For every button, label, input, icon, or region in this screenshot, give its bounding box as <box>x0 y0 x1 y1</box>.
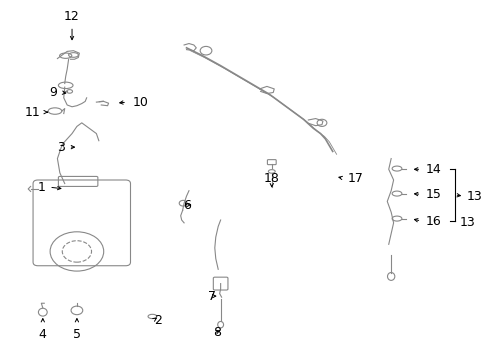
Text: 9: 9 <box>49 86 57 99</box>
Text: 14: 14 <box>425 163 441 176</box>
Text: 18: 18 <box>264 172 280 185</box>
Text: 3: 3 <box>57 141 65 154</box>
Text: 11: 11 <box>24 105 40 119</box>
Text: 2: 2 <box>154 314 162 327</box>
Text: 17: 17 <box>347 172 363 185</box>
Text: 10: 10 <box>133 96 149 109</box>
Text: 5: 5 <box>73 328 81 341</box>
Text: 7: 7 <box>208 289 216 303</box>
Text: 13: 13 <box>460 216 475 229</box>
Text: 6: 6 <box>184 198 192 212</box>
Text: 16: 16 <box>425 215 441 228</box>
Text: 1: 1 <box>37 181 45 194</box>
Text: 15: 15 <box>425 188 441 201</box>
Text: 4: 4 <box>39 328 47 341</box>
Text: 8: 8 <box>213 327 220 339</box>
Text: 12: 12 <box>64 10 80 23</box>
Text: 13: 13 <box>466 190 483 203</box>
FancyArrowPatch shape <box>99 101 103 102</box>
